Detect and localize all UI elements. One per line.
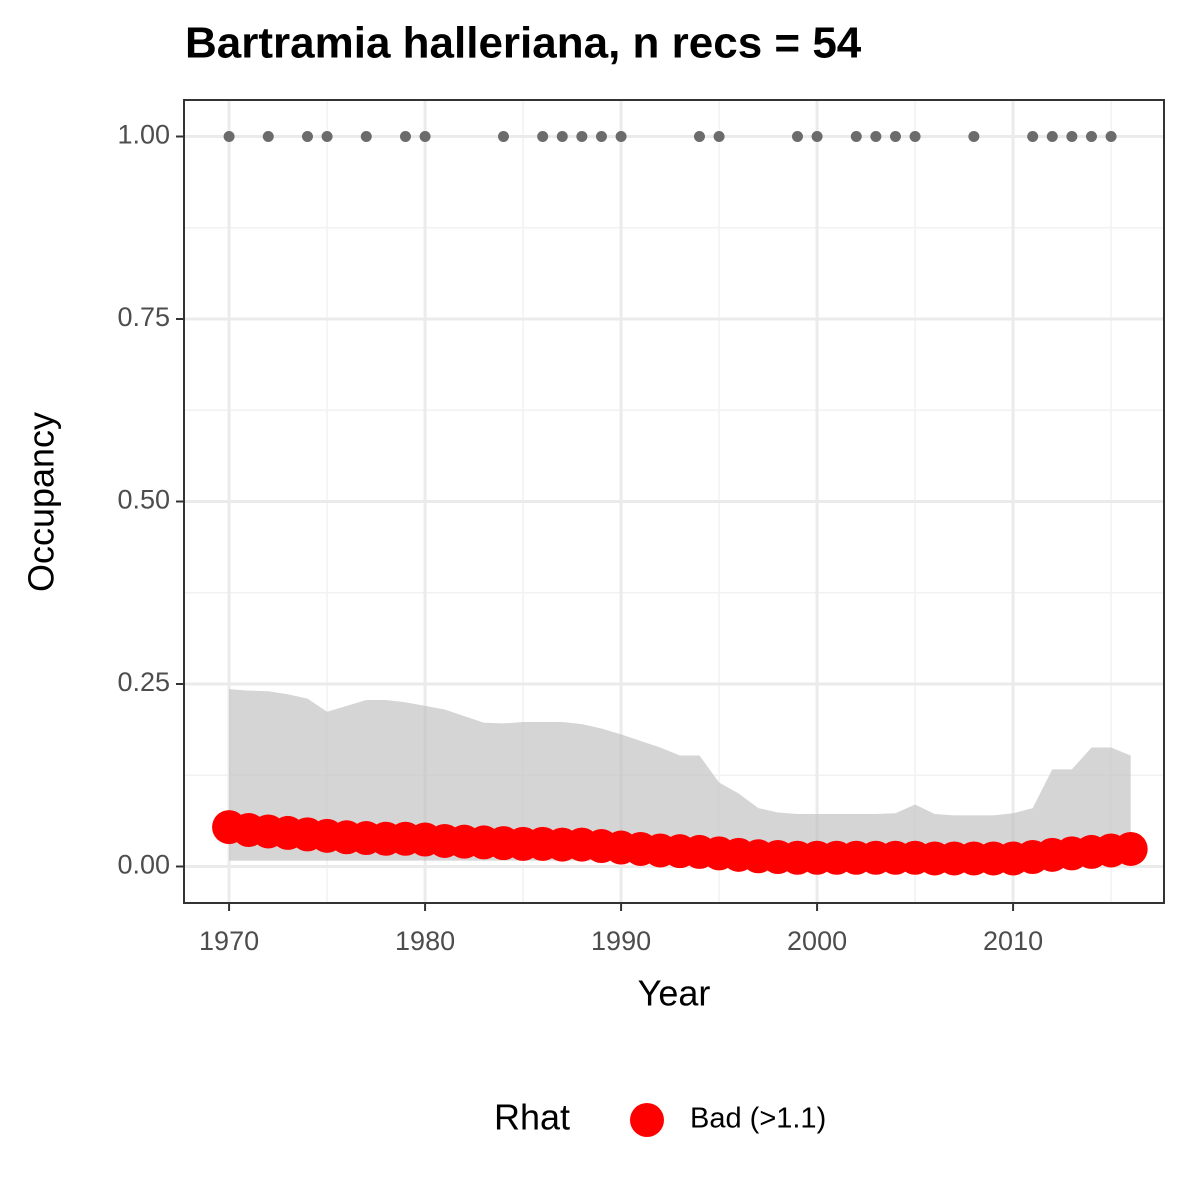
record-point [870, 131, 882, 142]
x-tick-label: 2010 [983, 926, 1043, 956]
record-point [713, 131, 725, 142]
record-point [968, 131, 980, 142]
record-point [399, 131, 411, 142]
x-tick-label: 1970 [199, 926, 259, 956]
record-point [1027, 131, 1039, 142]
record-point [419, 131, 431, 142]
mean-point [1113, 831, 1148, 866]
record-point [497, 131, 509, 142]
record-point [1085, 131, 1097, 142]
record-point [791, 131, 803, 142]
record-point [556, 131, 568, 142]
record-point [301, 131, 313, 142]
legend-title: Rhat [494, 1097, 570, 1138]
record-point [1046, 131, 1058, 142]
x-axis-title: Year [638, 973, 711, 1014]
plot-border [183, 99, 1165, 904]
record-point [889, 131, 901, 142]
record-point [321, 131, 333, 142]
record-point [811, 131, 823, 142]
x-tick-label: 1990 [591, 926, 651, 956]
y-axis-title: Occupancy [21, 412, 62, 592]
y-tick-label: 0.25 [117, 667, 170, 697]
record-point [262, 131, 274, 142]
y-tick-label: 1.00 [117, 120, 170, 150]
x-tick-label: 2000 [787, 926, 847, 956]
record-point [537, 131, 549, 142]
chart-title: Bartramia halleriana, n recs = 54 [185, 19, 862, 68]
record-point [850, 131, 862, 142]
y-tick-label: 0.75 [117, 302, 170, 332]
legend-key [630, 1103, 664, 1137]
record-point [909, 131, 921, 142]
record-point [595, 131, 607, 142]
x-tick-label: 1980 [395, 926, 455, 956]
record-point [693, 131, 705, 142]
record-point [615, 131, 627, 142]
confidence-ribbon [229, 689, 1131, 863]
record-point [223, 131, 235, 142]
y-tick-label: 0.00 [117, 850, 170, 880]
y-tick-label: 0.50 [117, 485, 170, 515]
record-point [1066, 131, 1078, 142]
legend-label: Bad (>1.1) [690, 1103, 826, 1135]
record-point [576, 131, 588, 142]
record-point [1105, 131, 1117, 142]
record-point [360, 131, 372, 142]
